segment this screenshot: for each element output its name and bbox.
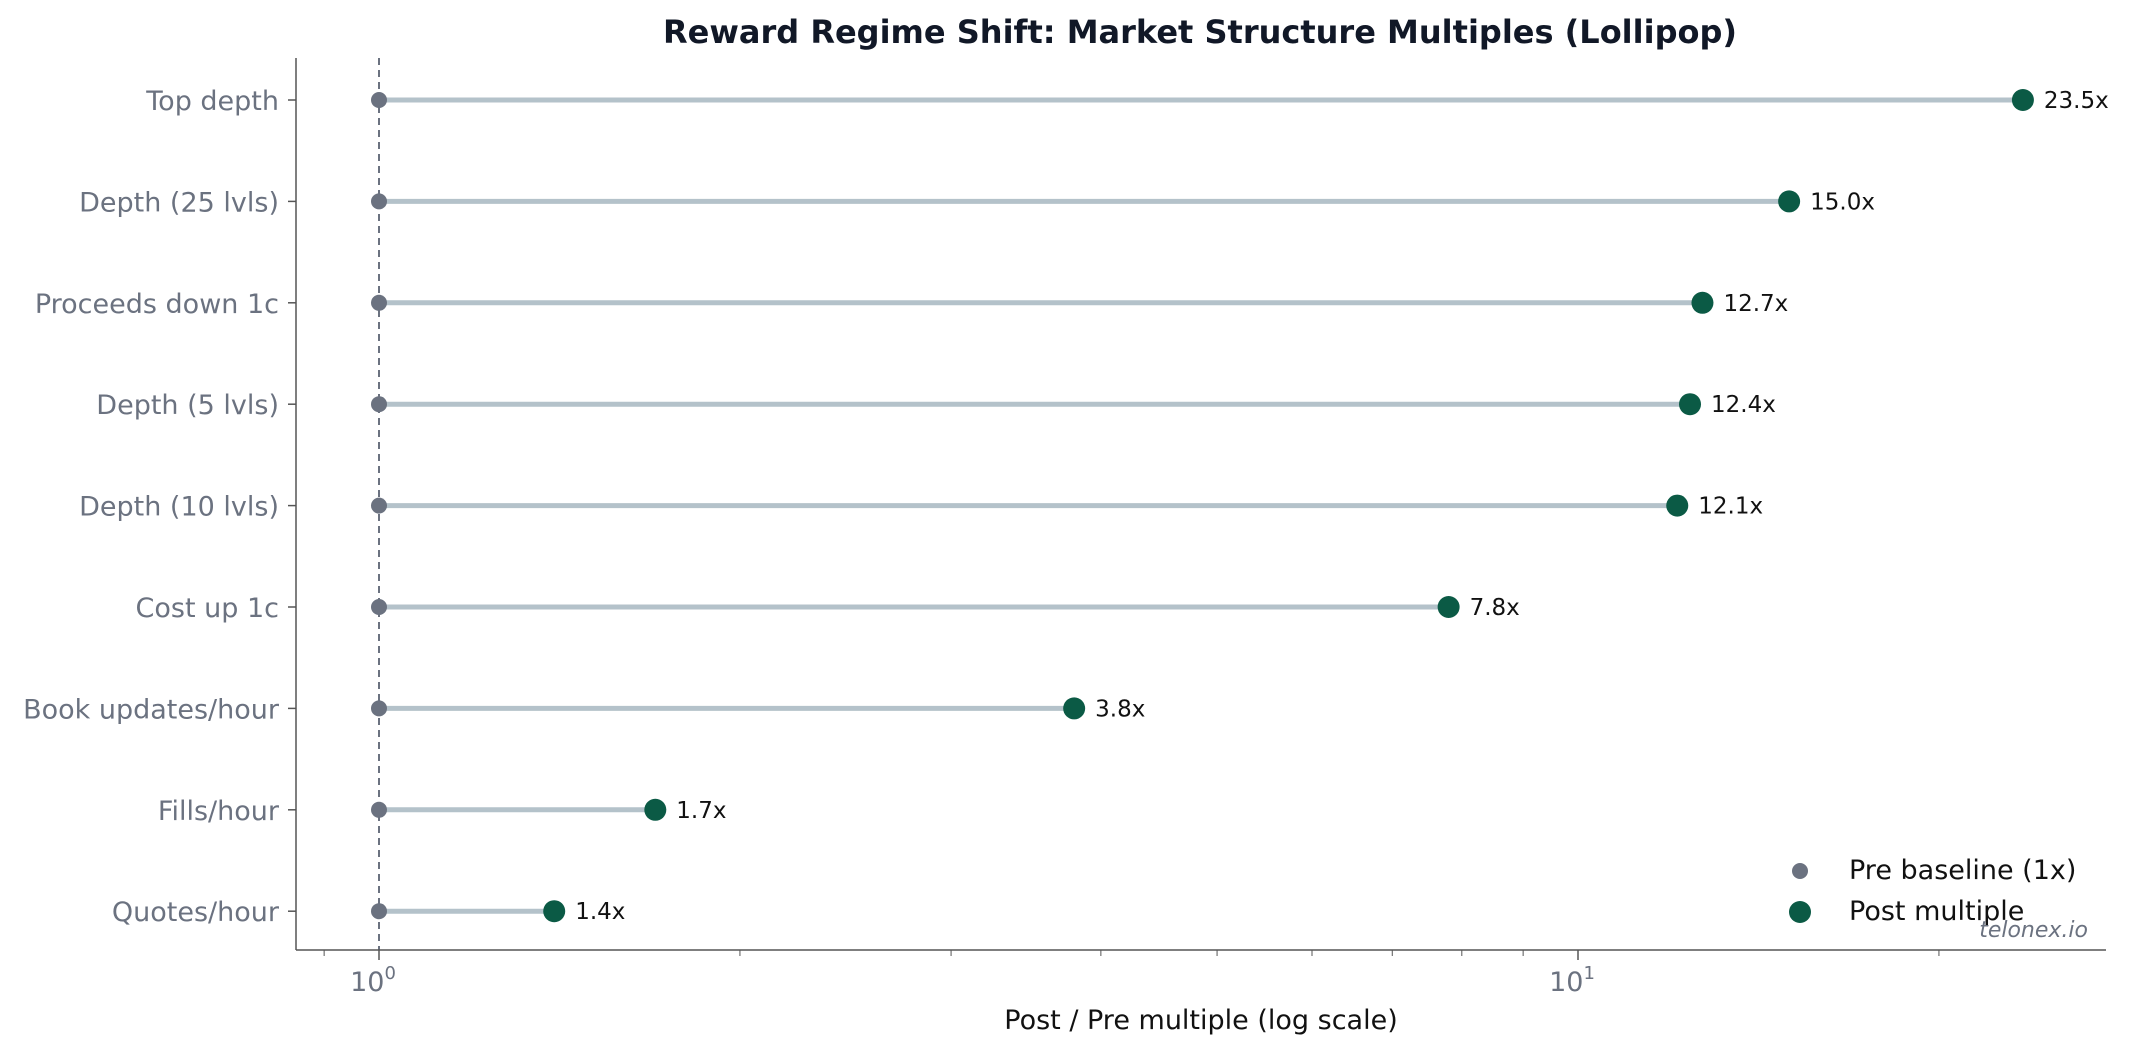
x-tick-label: 101 bbox=[1549, 963, 1595, 998]
plot-area: 23.5x Top depth 15.0x Depth (25 lvls) 12.7x P… bbox=[23, 58, 2109, 950]
post-multiple-point bbox=[1691, 291, 1714, 314]
pre-baseline-point bbox=[371, 700, 387, 717]
post-multiple-point bbox=[1778, 190, 1801, 213]
axes: 100 101 bbox=[288, 58, 2106, 998]
category-label: Depth (5 lvls) bbox=[96, 390, 279, 421]
legend-marker-pre bbox=[1792, 863, 1808, 879]
value-label: 1.7x bbox=[676, 798, 726, 824]
value-label: 15.0x bbox=[1810, 189, 1875, 215]
category-label: Quotes/hour bbox=[112, 897, 280, 928]
pre-baseline-point bbox=[371, 903, 387, 920]
value-label: 12.1x bbox=[1698, 494, 1763, 520]
post-multiple-point bbox=[1666, 494, 1689, 517]
category-label: Depth (25 lvls) bbox=[79, 187, 279, 218]
post-multiple-point bbox=[644, 798, 667, 821]
post-multiple-point bbox=[1679, 393, 1702, 416]
post-multiple-point bbox=[543, 900, 566, 923]
value-label: 3.8x bbox=[1095, 696, 1145, 722]
post-multiple-point bbox=[2011, 89, 2034, 111]
x-axis-label: Post / Pre multiple (log scale) bbox=[1004, 1005, 1397, 1036]
pre-baseline-point bbox=[371, 193, 387, 210]
category-label: Proceeds down 1c bbox=[35, 289, 279, 320]
legend-marker-post bbox=[1789, 901, 1811, 923]
pre-baseline-point bbox=[371, 294, 387, 311]
value-label: 23.5x bbox=[2044, 88, 2109, 114]
pre-baseline-point bbox=[371, 92, 387, 108]
value-label: 12.4x bbox=[1711, 392, 1776, 418]
value-label: 1.4x bbox=[575, 899, 625, 925]
category-label: Depth (10 lvls) bbox=[79, 492, 279, 523]
pre-baseline-point bbox=[371, 497, 387, 514]
chart-title: Reward Regime Shift: Market Structure Mu… bbox=[663, 13, 1737, 51]
legend: Pre baseline (1x) Post multiple bbox=[1789, 855, 2076, 927]
category-label: Book updates/hour bbox=[23, 694, 280, 725]
category-label: Fills/hour bbox=[158, 796, 280, 827]
value-label: 12.7x bbox=[1723, 291, 1788, 317]
post-multiple-point bbox=[1063, 697, 1086, 720]
pre-baseline-point bbox=[371, 599, 387, 615]
x-tick-label: 100 bbox=[350, 963, 396, 998]
category-label: Cost up 1c bbox=[136, 593, 279, 624]
legend-label-pre: Pre baseline (1x) bbox=[1849, 855, 2076, 886]
category-label: Top depth bbox=[145, 86, 279, 117]
post-multiple-point bbox=[1437, 596, 1460, 618]
pre-baseline-point bbox=[371, 801, 387, 818]
watermark: telonex.io bbox=[1979, 918, 2088, 943]
legend-label-post: Post multiple bbox=[1849, 896, 2024, 927]
pre-baseline-point bbox=[371, 396, 387, 413]
value-label: 7.8x bbox=[1470, 595, 1520, 621]
